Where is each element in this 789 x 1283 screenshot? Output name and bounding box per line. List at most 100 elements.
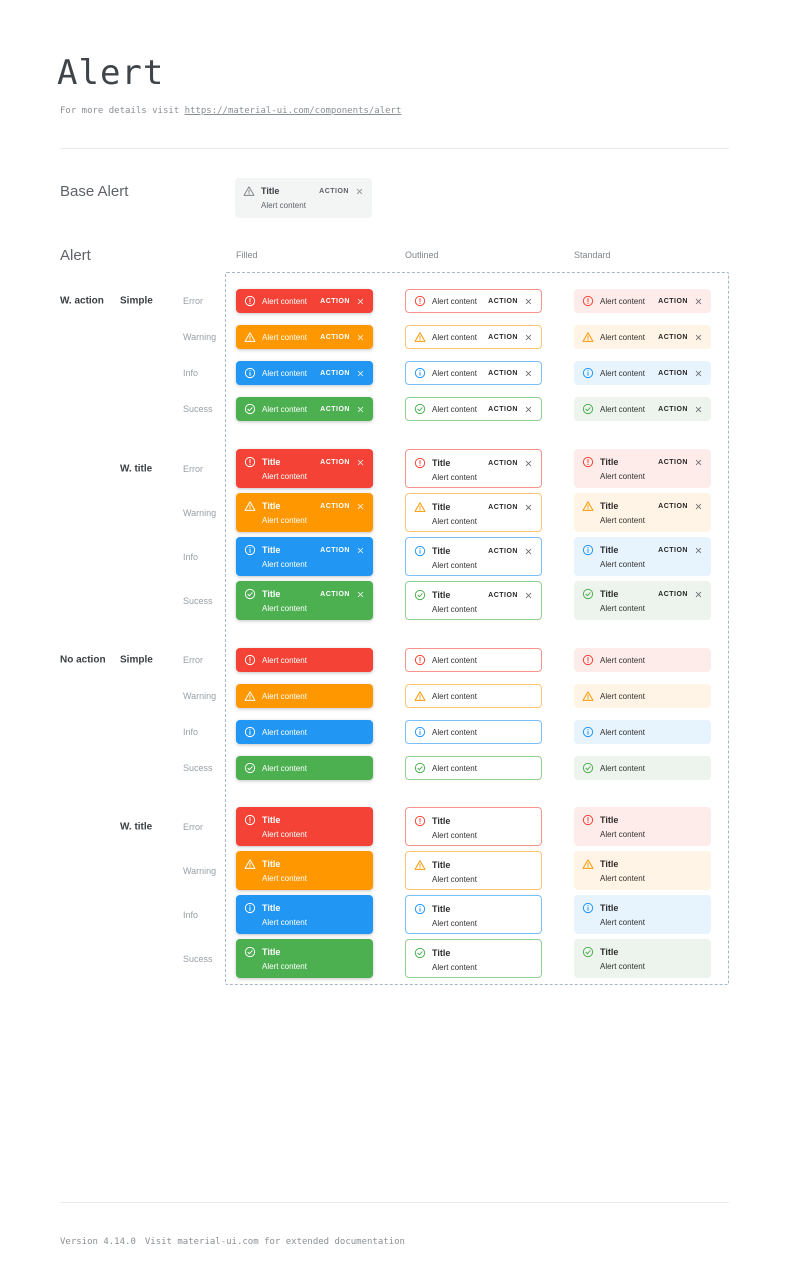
docs-link[interactable]: https://material-ui.com/components/alert bbox=[184, 106, 402, 116]
close-icon bbox=[357, 591, 364, 597]
alert-content: Alert content bbox=[262, 560, 307, 569]
alert-close-button[interactable] bbox=[356, 369, 365, 378]
alert-title: Title bbox=[600, 501, 619, 511]
alert-action-button[interactable]: ACTION bbox=[658, 590, 688, 598]
alert-close-button[interactable] bbox=[524, 405, 533, 414]
alert-close-button[interactable] bbox=[694, 405, 703, 414]
alert-standard-info-simple-no-action: Alert content bbox=[574, 720, 711, 744]
alert-action-button[interactable]: ACTION bbox=[319, 187, 349, 195]
alert-close-button[interactable] bbox=[356, 590, 365, 599]
warning-icon bbox=[582, 500, 594, 512]
success-icon bbox=[414, 589, 426, 601]
alert-close-button[interactable] bbox=[356, 405, 365, 414]
alert-close-button[interactable] bbox=[694, 297, 703, 306]
alert-action-button[interactable]: ACTION bbox=[320, 546, 350, 554]
alert-close-button[interactable] bbox=[524, 503, 533, 512]
alert-outlined-warning-simple-no-action: Alert content bbox=[405, 684, 542, 708]
alert-close-button[interactable] bbox=[694, 546, 703, 555]
alert-content: Alert content bbox=[262, 604, 307, 613]
section-label-alert: Alert bbox=[60, 247, 91, 264]
alert-content: Alert content bbox=[432, 368, 477, 378]
error-icon bbox=[244, 814, 256, 826]
alert-title: Title bbox=[262, 501, 281, 511]
close-icon bbox=[357, 298, 364, 304]
info-icon bbox=[582, 902, 594, 914]
alert-action-button[interactable]: ACTION bbox=[320, 458, 350, 466]
alert-content: Alert content bbox=[262, 727, 307, 737]
alert-outlined-success-simple-no-action: Alert content bbox=[405, 756, 542, 780]
alert-action-button[interactable]: ACTION bbox=[320, 405, 350, 413]
alert-close-button[interactable] bbox=[524, 369, 533, 378]
close-icon bbox=[357, 334, 364, 340]
alert-action-button[interactable]: ACTION bbox=[488, 405, 518, 413]
group-label-simple-g2: Simple bbox=[120, 654, 153, 666]
alert-action-button[interactable]: ACTION bbox=[488, 297, 518, 305]
alert-action-button[interactable]: ACTION bbox=[658, 405, 688, 413]
alert-content: Alert content bbox=[262, 368, 307, 378]
alert-content: Alert content bbox=[432, 605, 477, 614]
alert-action-button[interactable]: ACTION bbox=[320, 502, 350, 510]
alert-action-button[interactable]: ACTION bbox=[658, 546, 688, 554]
alert-close-button[interactable] bbox=[694, 333, 703, 342]
alert-action-button[interactable]: ACTION bbox=[320, 297, 350, 305]
alert-close-button[interactable] bbox=[694, 458, 703, 467]
alert-content: Alert content bbox=[600, 560, 645, 569]
alert-close-button[interactable] bbox=[694, 369, 703, 378]
alert-close-button[interactable] bbox=[356, 333, 365, 342]
alert-close-button[interactable] bbox=[356, 458, 365, 467]
alert-action-button[interactable]: ACTION bbox=[320, 590, 350, 598]
alert-close-button[interactable] bbox=[355, 187, 364, 196]
alert-close-button[interactable] bbox=[524, 333, 533, 342]
close-icon bbox=[525, 298, 532, 304]
alert-close-button[interactable] bbox=[694, 502, 703, 511]
divider-bottom bbox=[60, 1202, 729, 1203]
alert-close-button[interactable] bbox=[524, 459, 533, 468]
success-icon bbox=[244, 403, 256, 415]
close-icon bbox=[525, 548, 532, 554]
alert-action-button[interactable]: ACTION bbox=[658, 297, 688, 305]
warning-icon bbox=[243, 185, 255, 197]
close-icon bbox=[525, 460, 532, 466]
alert-action-button[interactable]: ACTION bbox=[488, 547, 518, 555]
alert-close-button[interactable] bbox=[694, 590, 703, 599]
success-icon bbox=[244, 588, 256, 600]
info-icon bbox=[414, 726, 426, 738]
alert-close-button[interactable] bbox=[356, 546, 365, 555]
alert-close-button[interactable] bbox=[524, 591, 533, 600]
alert-content: Alert content bbox=[432, 727, 477, 737]
info-icon bbox=[414, 367, 426, 379]
alert-filled-error-titled-no-action: Title Alert content bbox=[236, 807, 373, 846]
row-label-error-g3: Error bbox=[183, 821, 203, 832]
alert-close-button[interactable] bbox=[524, 297, 533, 306]
alert-action-button[interactable]: ACTION bbox=[488, 591, 518, 599]
alert-filled-info-titled-action: Title ACTION Alert content bbox=[236, 537, 373, 576]
alert-standard-warning-titled-no-action: Title Alert content bbox=[574, 851, 711, 890]
alert-action-button[interactable]: ACTION bbox=[658, 369, 688, 377]
success-icon bbox=[582, 762, 594, 774]
alert-content: Alert content bbox=[600, 830, 645, 839]
footer: Version 4.14.0 Visit material-ui.com for … bbox=[60, 1237, 405, 1247]
alert-close-button[interactable] bbox=[356, 502, 365, 511]
alert-content: Alert content bbox=[600, 962, 645, 971]
alert-filled-warning-simple-no-action: Alert content bbox=[236, 684, 373, 708]
alert-outlined-error-titled-action: Title ACTION Alert content bbox=[405, 449, 542, 488]
alert-content: Alert content bbox=[262, 296, 307, 306]
alert-action-button[interactable]: ACTION bbox=[320, 333, 350, 341]
alert-action-button[interactable]: ACTION bbox=[488, 459, 518, 467]
alert-close-button[interactable] bbox=[524, 547, 533, 556]
alert-close-button[interactable] bbox=[356, 297, 365, 306]
alert-outlined-info-simple-no-action: Alert content bbox=[405, 720, 542, 744]
alert-action-button[interactable]: ACTION bbox=[658, 502, 688, 510]
alert-filled-warning-titled-action: Title ACTION Alert content bbox=[236, 493, 373, 532]
alert-action-button[interactable]: ACTION bbox=[658, 333, 688, 341]
alert-filled-info-titled-no-action: Title Alert content bbox=[236, 895, 373, 934]
alert-action-button[interactable]: ACTION bbox=[488, 333, 518, 341]
alert-action-button[interactable]: ACTION bbox=[320, 369, 350, 377]
alert-action-button[interactable]: ACTION bbox=[658, 458, 688, 466]
alert-outlined-success-titled-no-action: Title Alert content bbox=[405, 939, 542, 978]
alert-action-button[interactable]: ACTION bbox=[488, 369, 518, 377]
alert-action-button[interactable]: ACTION bbox=[488, 503, 518, 511]
warning-icon bbox=[414, 331, 426, 343]
alert-title: Title bbox=[262, 859, 281, 869]
